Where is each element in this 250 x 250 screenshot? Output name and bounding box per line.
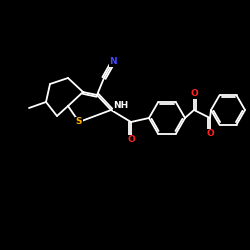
Text: N: N [109,58,117,66]
Text: O: O [190,90,198,98]
Text: O: O [206,130,214,138]
Text: O: O [127,136,135,144]
Text: S: S [76,118,82,126]
Text: NH: NH [114,102,128,110]
